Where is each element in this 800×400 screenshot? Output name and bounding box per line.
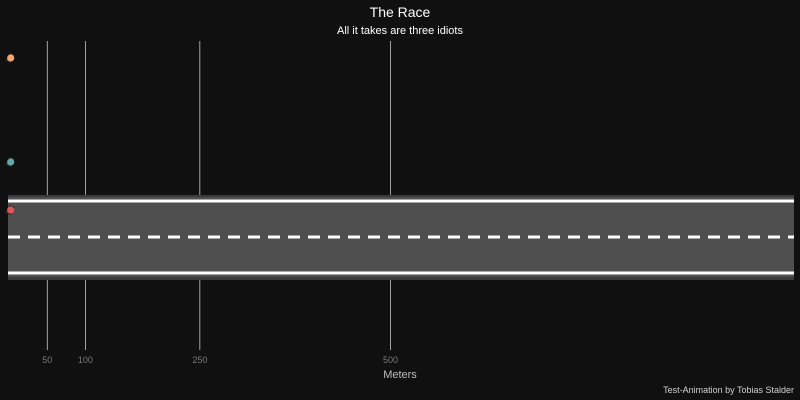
chart-title: The Race [370,4,431,20]
runner-dot-1 [7,54,15,62]
x-tick-label-100: 100 [78,355,93,365]
runner-dot-3 [7,206,15,214]
road [8,195,794,280]
runner-point-3 [5,205,15,215]
runner-point-1 [5,53,15,63]
x-axis-label: Meters [383,369,417,381]
x-tick-label-50: 50 [42,355,52,365]
runner-point-2 [5,157,15,167]
x-tick-label-500: 500 [383,355,398,365]
runners [5,53,15,215]
x-tick-label-250: 250 [192,355,207,365]
chart-caption: Test-Animation by Tobias Stalder [663,385,794,395]
chart-subtitle: All it takes are three idiots [337,25,463,37]
runner-dot-2 [7,158,15,166]
grid-lines [46,41,391,350]
tick-labels: 50 100 250 500 [42,355,398,365]
